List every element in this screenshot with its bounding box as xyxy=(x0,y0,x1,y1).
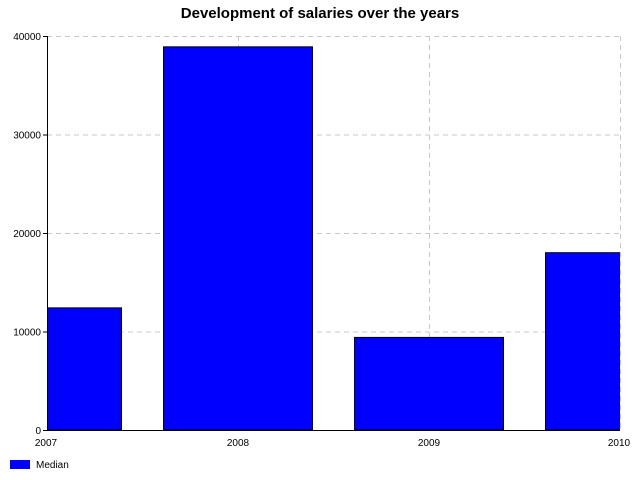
x-tick-label: 2010 xyxy=(608,438,631,449)
grid xyxy=(47,36,621,430)
y-tick-labels: 0 10000 20000 30000 40000 xyxy=(13,32,47,437)
x-tick-labels: 2007 2008 2009 2010 xyxy=(35,438,631,449)
x-tick-label: 2009 xyxy=(418,438,441,449)
bar-2008 xyxy=(163,46,313,430)
legend-label-median: Median xyxy=(36,460,69,471)
bars xyxy=(47,46,620,430)
y-tick-label: 40000 xyxy=(13,32,41,43)
y-tick-label: 30000 xyxy=(13,131,41,142)
x-tick-label: 2007 xyxy=(35,438,58,449)
bar-2009 xyxy=(354,336,504,430)
bar-2010 xyxy=(545,252,620,430)
chart-title: Development of salaries over the years xyxy=(181,5,459,22)
legend: Median xyxy=(10,460,69,471)
y-tick-label: 10000 xyxy=(13,328,41,339)
x-tick-label: 2008 xyxy=(227,438,250,449)
axes xyxy=(47,36,620,431)
legend-swatch-median xyxy=(10,460,30,469)
y-tick-label: 0 xyxy=(35,426,41,437)
y-tick-label: 20000 xyxy=(13,229,41,240)
bar-2007 xyxy=(47,307,122,430)
